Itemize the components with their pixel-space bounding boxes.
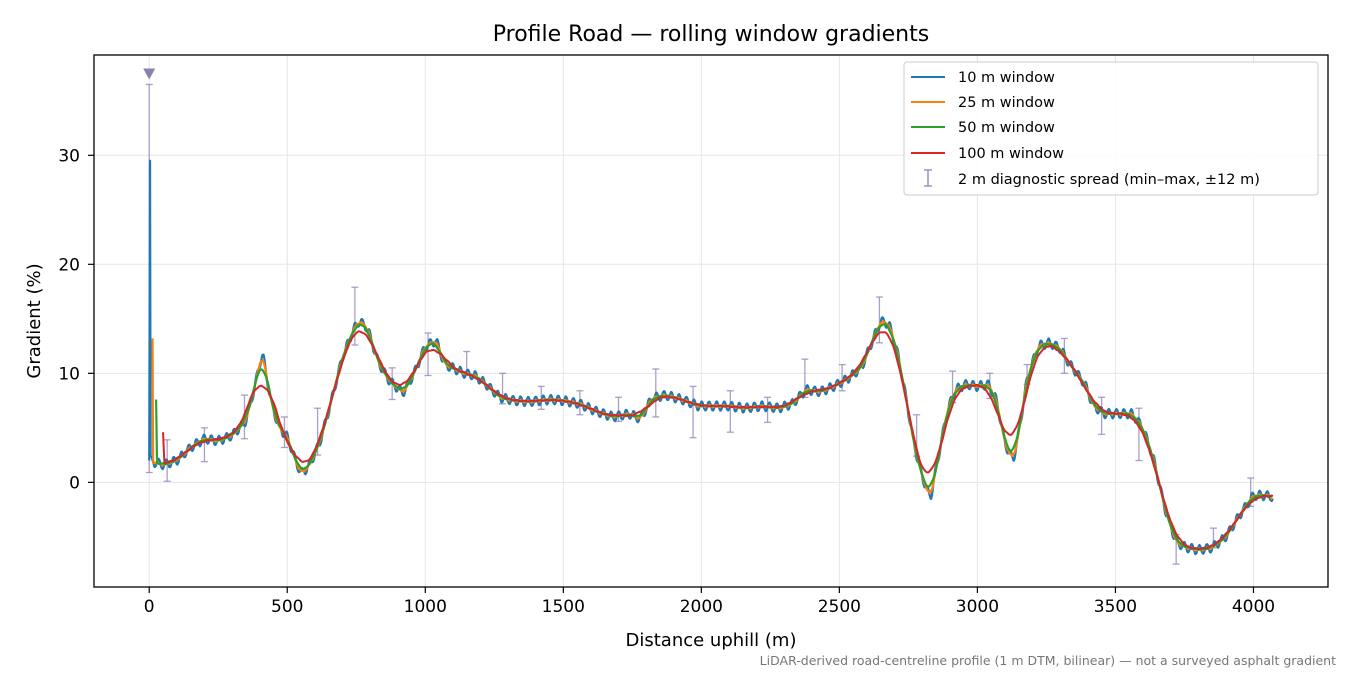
x-tick-label: 2500	[818, 597, 861, 617]
x-tick-label: 0	[144, 597, 155, 617]
legend-label-errorbar: 2 m diagnostic spread (min–max, ±12 m)	[958, 172, 1260, 188]
x-tick-label: 500	[271, 597, 303, 617]
outlier-marker	[143, 68, 156, 80]
x-tick-label: 1500	[542, 597, 585, 617]
y-tick-label: 30	[58, 146, 80, 166]
y-tick-label: 20	[58, 255, 80, 275]
y-axis-label: Gradient (%)	[24, 263, 45, 378]
footnote: LiDAR-derived road-centreline profile (1…	[760, 653, 1336, 668]
legend-swatch-errorbar	[924, 169, 932, 187]
chart-title: Profile Road — rolling window gradients	[493, 22, 929, 47]
x-axis-label: Distance uphill (m)	[626, 630, 797, 651]
plot-frame	[93, 54, 1329, 588]
legend: 10 m window 25 m window 50 m window 100 …	[903, 61, 1319, 196]
legend-label-25m: 25 m window	[958, 95, 1055, 111]
x-tick-label: 1000	[404, 597, 447, 617]
tick-group: 0 500 1000 1500 2000 2500 3000 3500 4000 0 10 20 30	[58, 146, 1275, 617]
series-line-100m	[162, 330, 1274, 551]
y-tick-label: 10	[58, 364, 80, 384]
x-tick-label: 3500	[1094, 597, 1137, 617]
marker-group	[143, 68, 156, 80]
y-tick-label: 0	[69, 473, 80, 493]
legend-label-50m: 50 m window	[958, 120, 1055, 136]
legend-label-100m: 100 m window	[958, 146, 1064, 162]
legend-label-10m: 10 m window	[958, 70, 1055, 86]
x-tick-label: 3000	[956, 597, 999, 617]
x-tick-label: 4000	[1232, 597, 1275, 617]
series-group	[148, 159, 1274, 556]
legend-box	[903, 61, 1319, 196]
x-tick-label: 2000	[680, 597, 723, 617]
